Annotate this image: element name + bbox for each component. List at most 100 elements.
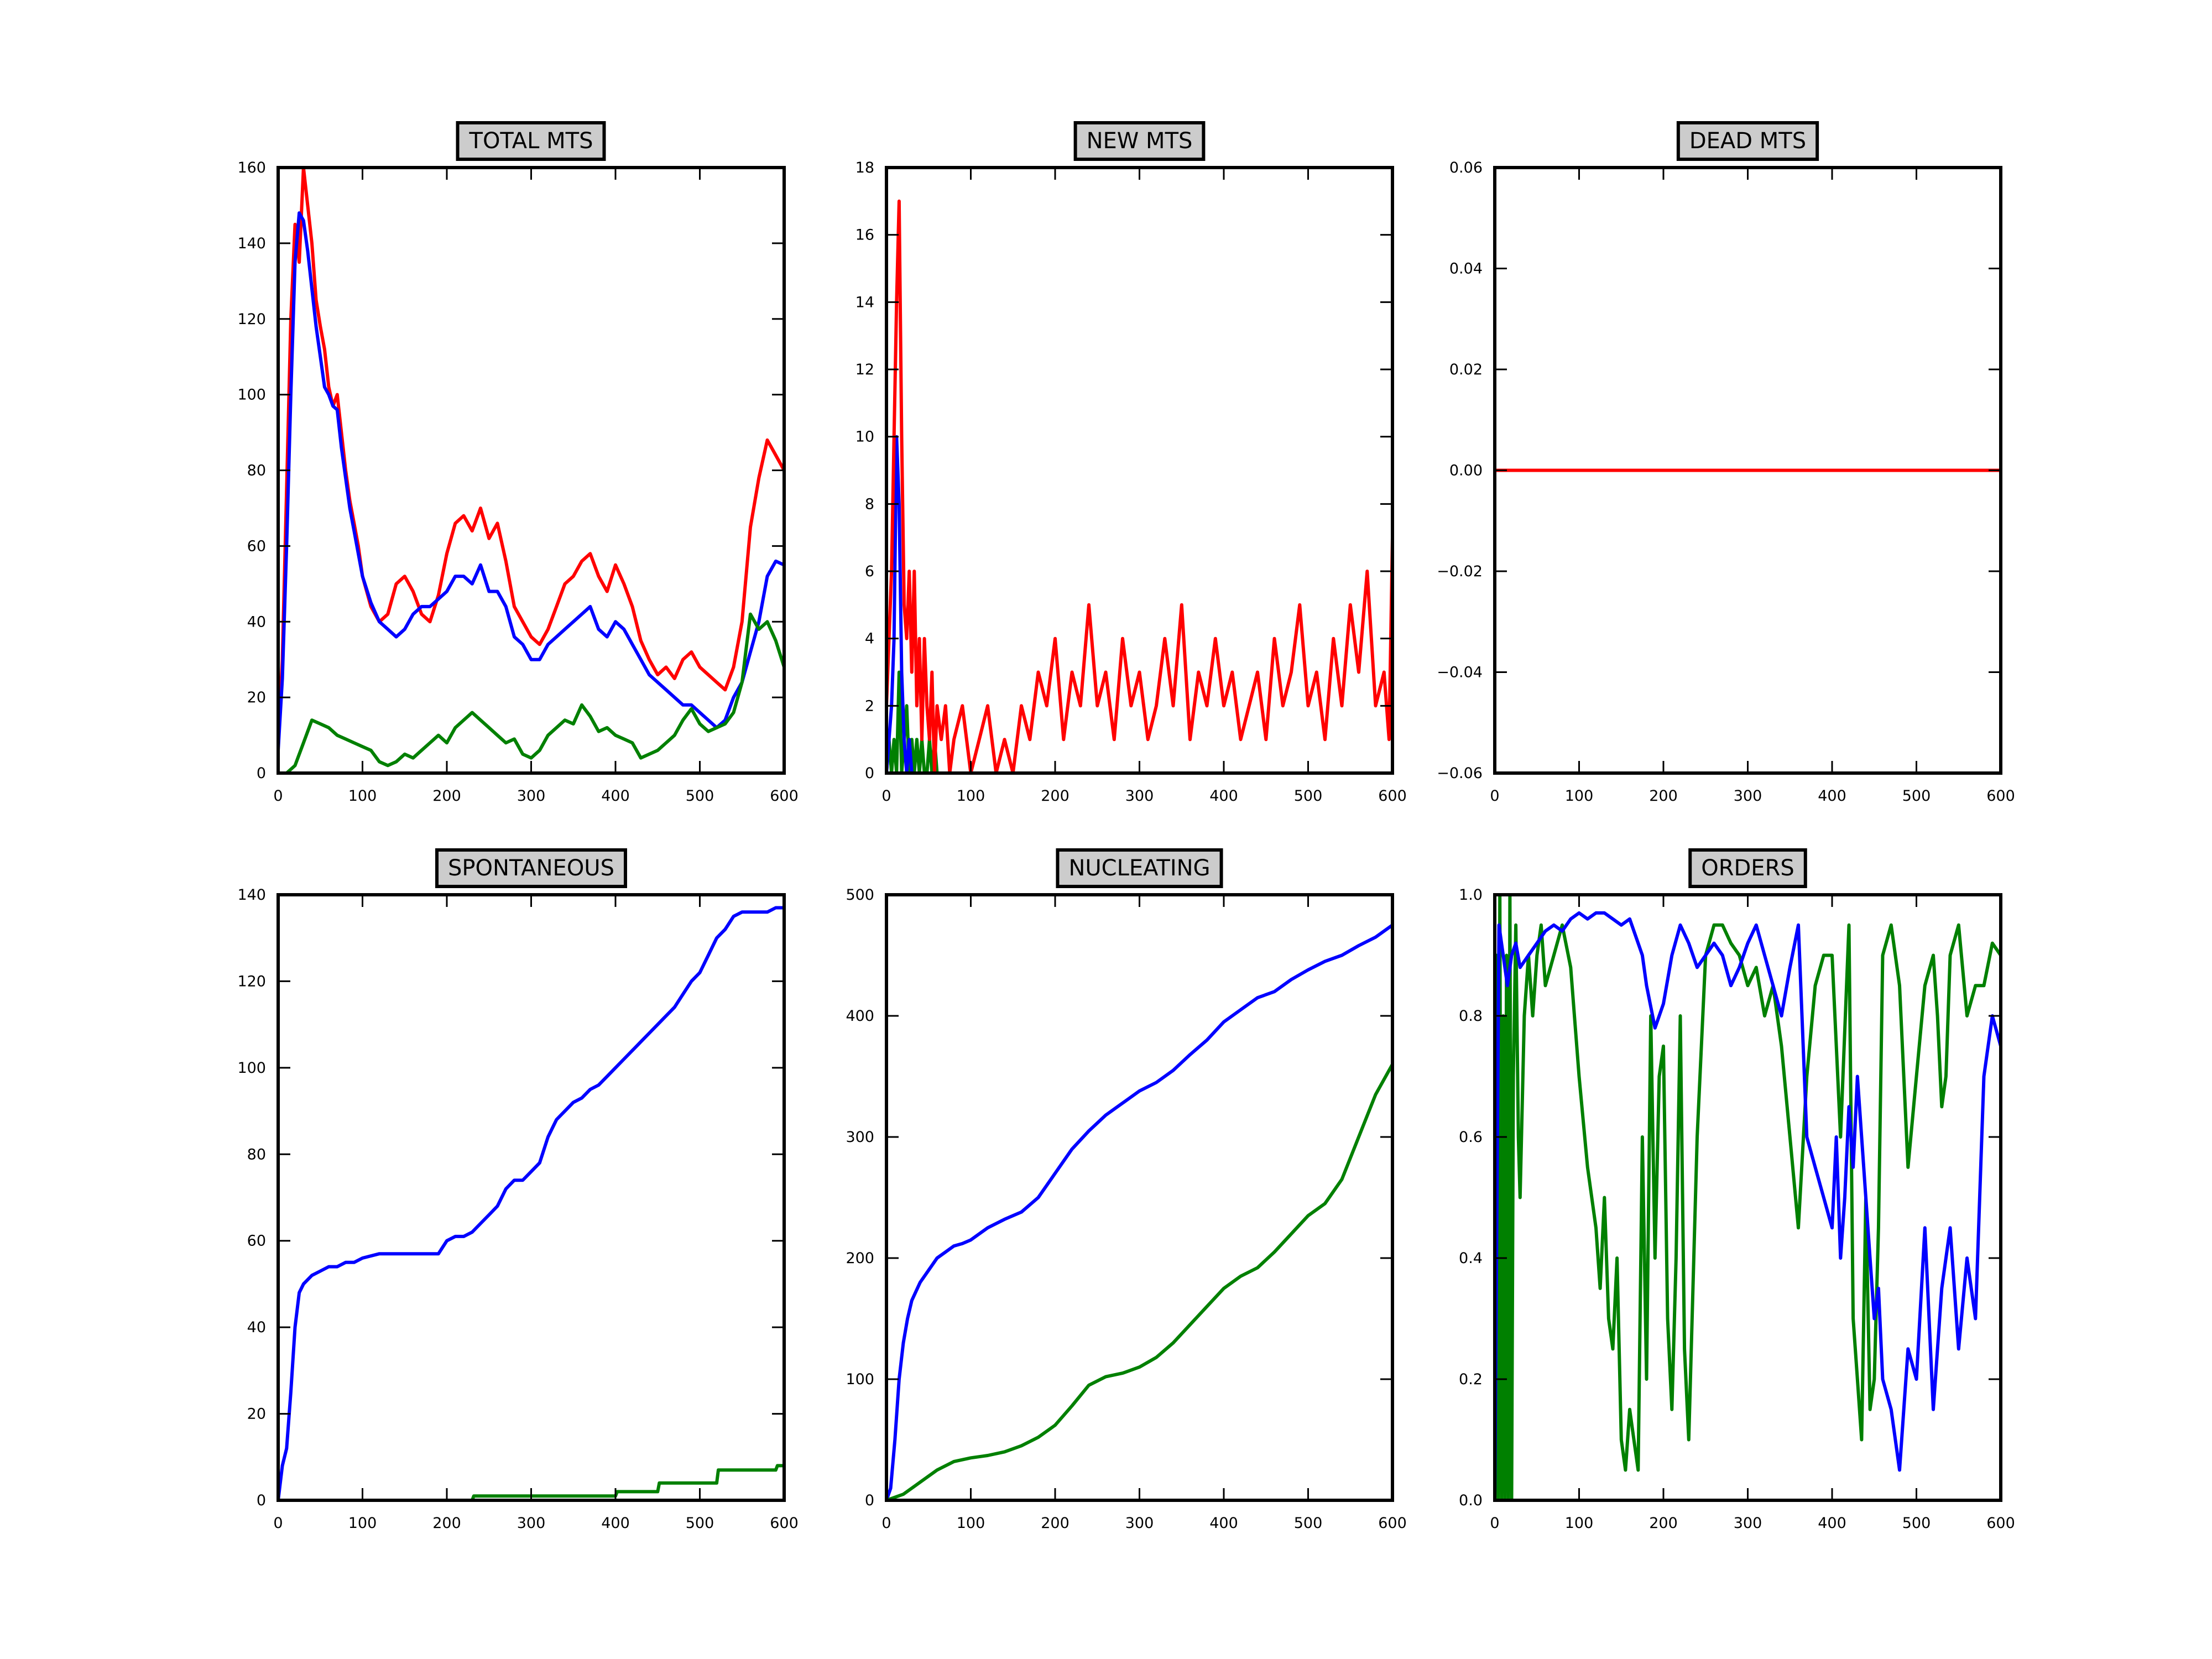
new-mts-chart: 0 100 200 300 400 500 600 0 2 4 6 8 10 12 14 16 18 NEW MT… — [855, 121, 1407, 805]
total-mts-x-tick-label: 600 — [770, 787, 799, 805]
dead-mts-x-tick-label: 200 — [1649, 787, 1678, 805]
orders-title: ORDERS — [1688, 848, 1807, 888]
nucleating-axes-frame — [885, 893, 1394, 1502]
spontaneous-series-line-0 — [278, 906, 784, 1500]
nucleating-title: NUCLEATING — [1056, 848, 1223, 888]
new-mts-series-line-2 — [886, 199, 1392, 773]
spontaneous-title-box — [435, 848, 627, 888]
total-mts-y-tick-label: 140 — [237, 235, 266, 252]
spontaneous-x-tick-label: 100 — [348, 1515, 377, 1532]
new-mts-x-tick-label: 600 — [1378, 787, 1407, 805]
new-mts-title: NEW MTS — [1073, 121, 1206, 161]
dead-mts-x-tick-label: 600 — [1986, 787, 2015, 805]
spontaneous-x-tick-label: 300 — [517, 1515, 546, 1532]
new-mts-x-tick-label: 500 — [1294, 787, 1323, 805]
orders-title-box — [1688, 848, 1807, 888]
total-mts-y-tick-label: 100 — [237, 387, 266, 404]
total-mts-title-box — [456, 121, 606, 161]
total-mts-y-tick-label: 40 — [247, 613, 266, 630]
orders-series-line-1 — [1495, 911, 2001, 1500]
dead-mts-y-tick-label: −0.06 — [1437, 765, 1483, 782]
total-mts-x-tick-label: 400 — [601, 787, 630, 805]
orders-y-tick-label: 0.2 — [1459, 1371, 1483, 1388]
new-mts-y-tick-label: 18 — [855, 159, 874, 176]
new-mts-y-tick-label: 4 — [865, 630, 874, 648]
spontaneous-x-tick-label: 200 — [432, 1515, 461, 1532]
orders-chart: 0 100 200 300 400 500 600 0.0 0.2 0.4 0.6 0.8 1.0 ORD… — [1459, 848, 2015, 1532]
spontaneous-chart: 0 100 200 300 400 500 600 0 20 40 60 80 100 120 140 SPO… — [237, 848, 799, 1532]
nucleating-y-tick-label: 200 — [846, 1250, 874, 1267]
nucleating-x-tick-label: 500 — [1294, 1515, 1323, 1532]
spontaneous-x-tick-label: 500 — [686, 1515, 714, 1532]
spontaneous-title: SPONTANEOUS — [435, 848, 627, 888]
new-mts-x-tick-label: 400 — [1209, 787, 1238, 805]
new-mts-y-tick-label: 8 — [865, 495, 874, 513]
nucleating-x-tick-label: 300 — [1125, 1515, 1154, 1532]
nucleating-series-line-1 — [886, 1063, 1392, 1500]
new-mts-y-tick-label: 2 — [865, 697, 874, 714]
orders-title-text: ORDERS — [1701, 855, 1794, 881]
nucleating-title-text: NUCLEATING — [1068, 855, 1210, 881]
spontaneous-y-tick-label: 20 — [247, 1406, 266, 1423]
new-mts-title-text: NEW MTS — [1087, 128, 1193, 154]
total-mts-series-line-1 — [278, 211, 784, 751]
spontaneous-y-tick-label: 140 — [237, 886, 266, 904]
nucleating-series-line-0 — [886, 924, 1392, 1500]
spontaneous-y-tick-label: 100 — [237, 1060, 266, 1077]
total-mts-y-tick-label: 120 — [237, 311, 266, 328]
total-mts-x-tick-label: 300 — [517, 787, 546, 805]
spontaneous-y-tick-label: 80 — [247, 1146, 266, 1163]
new-mts-series-line-1 — [886, 435, 914, 773]
dead-mts-y-tick-label: −0.04 — [1437, 664, 1483, 681]
orders-x-tick-label: 200 — [1649, 1515, 1678, 1532]
dead-mts-title-text: DEAD MTS — [1689, 128, 1806, 154]
new-mts-x-tick-label: 0 — [881, 787, 891, 805]
new-mts-series-line-0 — [886, 670, 939, 773]
orders-x-tick-label: 500 — [1902, 1515, 1931, 1532]
new-mts-x-tick-label: 200 — [1041, 787, 1070, 805]
dead-mts-x-tick-label: 0 — [1490, 787, 1499, 805]
dead-mts-y-tick-label: 0.04 — [1449, 260, 1483, 278]
nucleating-y-tick-label: 500 — [846, 886, 874, 904]
total-mts-x-tick-label: 500 — [686, 787, 714, 805]
total-mts-y-tick-label: 60 — [247, 538, 266, 555]
total-mts-series-line-0 — [278, 168, 784, 743]
spontaneous-series-line-1 — [278, 1464, 784, 1500]
dead-mts-x-tick-label: 300 — [1734, 787, 1762, 805]
new-mts-y-tick-label: 6 — [865, 563, 874, 580]
orders-y-tick-label: 0.8 — [1459, 1008, 1483, 1025]
spontaneous-y-tick-label: 40 — [247, 1319, 266, 1336]
spontaneous-y-tick-label: 120 — [237, 973, 266, 990]
spontaneous-x-tick-label: 0 — [273, 1515, 283, 1532]
new-mts-y-tick-label: 10 — [855, 429, 874, 446]
new-mts-x-tick-label: 100 — [957, 787, 985, 805]
total-mts-x-tick-label: 200 — [432, 787, 461, 805]
dead-mts-x-tick-label: 400 — [1818, 787, 1846, 805]
nucleating-x-tick-label: 100 — [957, 1515, 985, 1532]
spontaneous-x-tick-label: 400 — [601, 1515, 630, 1532]
new-mts-y-tick-label: 16 — [855, 227, 874, 244]
total-mts-axes-frame — [276, 166, 786, 775]
new-mts-y-tick-label: 14 — [855, 294, 874, 311]
orders-y-tick-label: 1.0 — [1459, 886, 1483, 904]
spontaneous-y-tick-label: 0 — [257, 1492, 266, 1509]
orders-y-tick-label: 0.6 — [1459, 1129, 1483, 1146]
new-mts-y-tick-label: 0 — [865, 765, 874, 782]
nucleating-x-tick-label: 0 — [881, 1515, 891, 1532]
nucleating-y-tick-label: 400 — [846, 1008, 874, 1025]
orders-y-tick-label: 0.4 — [1459, 1250, 1483, 1267]
nucleating-x-tick-label: 200 — [1041, 1515, 1070, 1532]
nucleating-title-box — [1056, 848, 1223, 888]
spontaneous-x-tick-label: 600 — [770, 1515, 799, 1532]
dead-mts-y-tick-label: 0.06 — [1449, 159, 1483, 176]
spontaneous-title-text: SPONTANEOUS — [448, 855, 614, 881]
new-mts-y-tick-label: 12 — [855, 361, 874, 378]
total-mts-title: TOTAL MTS — [456, 121, 606, 161]
nucleating-chart: 0 100 200 300 400 500 600 0 100 200 300 400 500 NUCLE… — [846, 848, 1407, 1532]
new-mts-x-tick-label: 300 — [1125, 787, 1154, 805]
total-mts-y-tick-label: 80 — [247, 462, 266, 479]
total-mts-series-line-2 — [278, 612, 784, 773]
dead-mts-y-tick-label: −0.02 — [1437, 563, 1483, 580]
dead-mts-title-box — [1676, 121, 1819, 161]
total-mts-x-tick-label: 0 — [273, 787, 283, 805]
